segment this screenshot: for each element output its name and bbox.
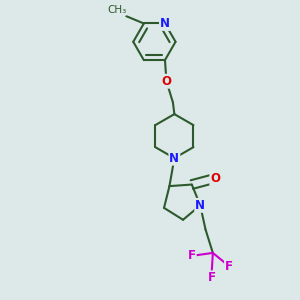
Text: CH₃: CH₃: [107, 5, 126, 15]
Text: O: O: [210, 172, 220, 185]
Text: F: F: [225, 260, 233, 273]
Text: N: N: [195, 199, 205, 212]
Text: N: N: [160, 17, 170, 30]
Text: F: F: [207, 272, 215, 284]
Text: N: N: [169, 152, 179, 165]
Text: O: O: [161, 75, 171, 88]
Text: F: F: [188, 249, 196, 262]
